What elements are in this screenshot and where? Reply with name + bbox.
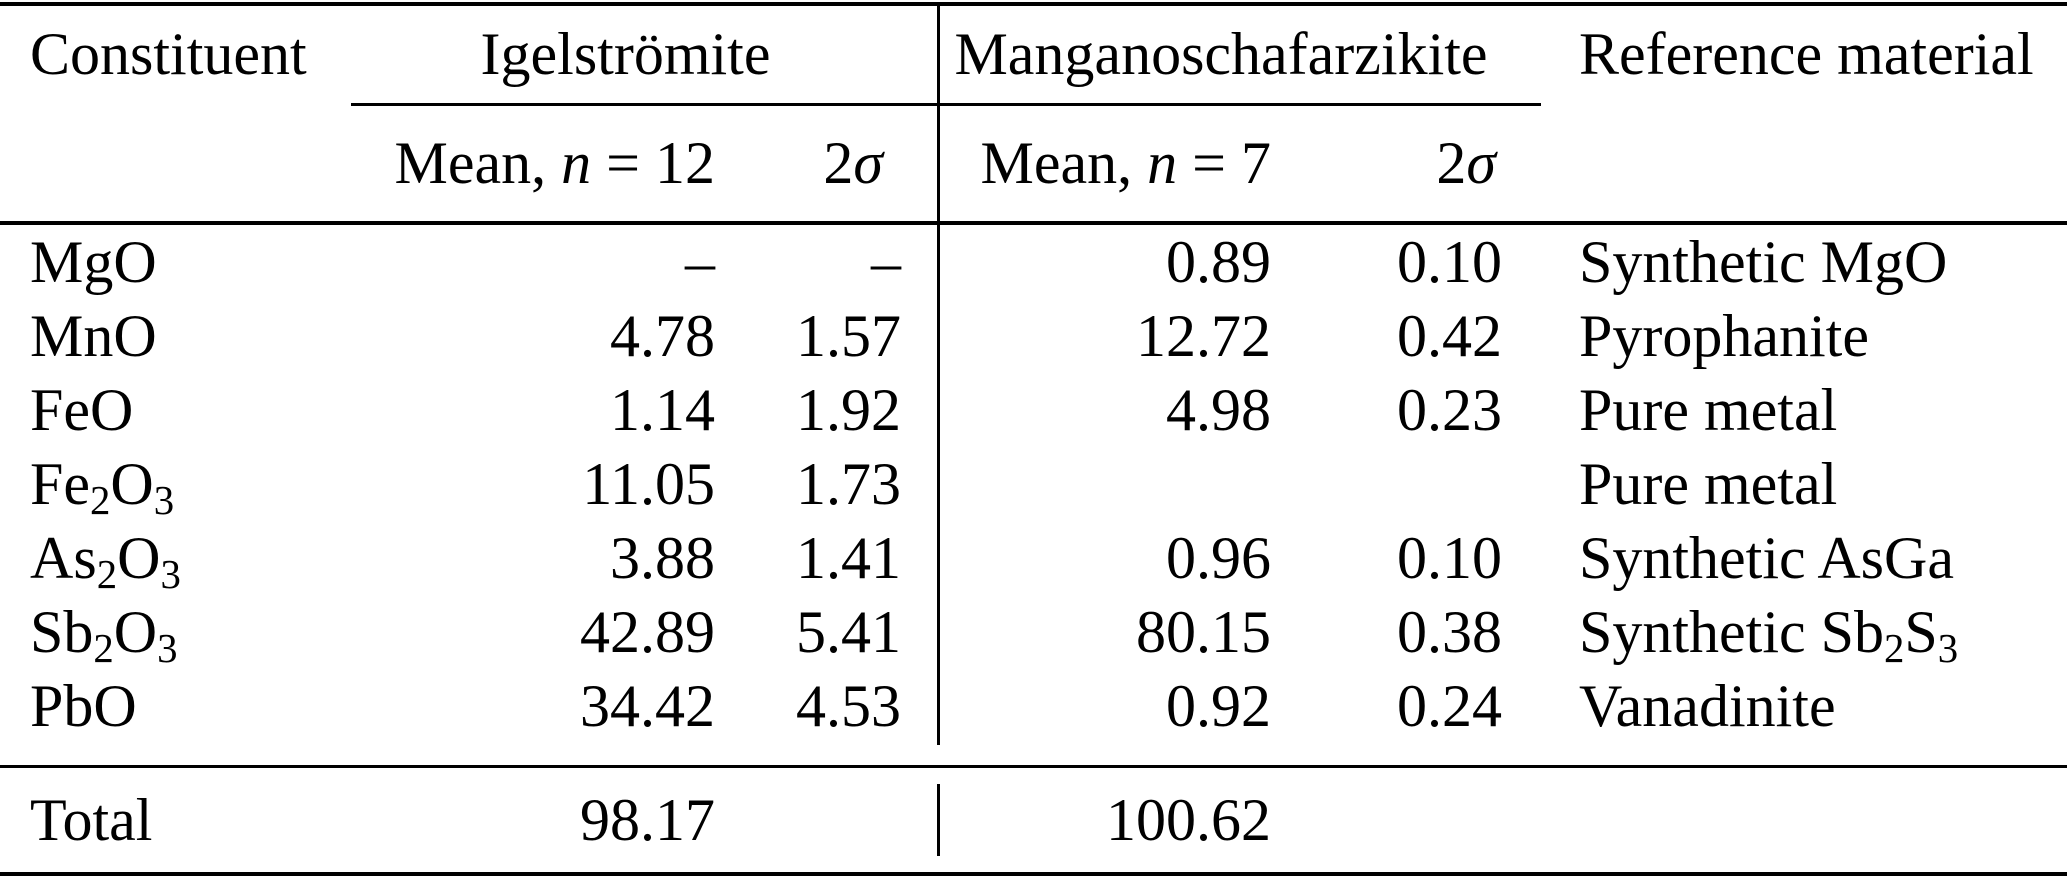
column-group-igelstromite: Igelströmite — [480, 21, 771, 87]
total-igelstromite-value: 98.17 — [580, 786, 715, 853]
table-body: MgO – – 0.89 0.10 Synthetic MgO MnO 4.78 1.57 12.… — [0, 225, 2067, 743]
subheader-igelstromite-2sigma: 2σ — [823, 130, 883, 196]
total-manganoschafarzikite-value: 100.62 — [1106, 786, 1271, 853]
cell-manganoschafarzikite-mean: 12.72 — [1136, 302, 1271, 369]
cell-constituent: As2O3 — [30, 524, 181, 597]
subheader-row: Mean, n = 12 2σ Mean, n = 7 2σ — [0, 106, 2067, 221]
cell-igelstromite-2sigma: 1.92 — [796, 376, 901, 443]
body-bottom-gap — [0, 743, 2067, 765]
cell-manganoschafarzikite-2sigma: 0.10 — [1397, 524, 1502, 591]
cell-manganoschafarzikite-mean: 80.15 — [1136, 598, 1271, 665]
table-row: MgO – – 0.89 0.10 Synthetic MgO — [0, 225, 2067, 299]
cell-igelstromite-2sigma: 1.41 — [796, 524, 901, 591]
table-row: As2O3 3.88 1.41 0.96 0.10 Synthetic AsGa — [0, 521, 2067, 595]
cell-igelstromite-mean: 4.78 — [610, 302, 715, 369]
column-divider-line — [937, 669, 940, 743]
subheader-igelstromite-mean: Mean, n = 12 — [394, 130, 715, 196]
table-row: PbO 34.42 4.53 0.92 0.24 Vanadinite — [0, 669, 2067, 743]
table-row: FeO 1.14 1.92 4.98 0.23 Pure metal — [0, 373, 2067, 447]
total-row: Total 98.17 100.62 — [0, 768, 2067, 872]
table-row: MnO 4.78 1.57 12.72 0.42 Pyrophanite — [0, 299, 2067, 373]
cell-manganoschafarzikite-2sigma: 0.42 — [1397, 302, 1502, 369]
column-divider-line — [937, 299, 940, 373]
table-row: Sb2O3 42.89 5.41 80.15 0.38 Synthetic Sb2S3 — [0, 595, 2067, 669]
cell-manganoschafarzikite-mean: 4.98 — [1166, 376, 1271, 443]
cell-igelstromite-mean: 34.42 — [580, 672, 715, 739]
top-rule — [0, 2, 2067, 6]
column-divider-line — [937, 225, 940, 299]
table-row: Fe2O3 11.05 1.73 Pure metal — [0, 447, 2067, 521]
group-span-rule — [351, 103, 1541, 106]
cell-constituent: Sb2O3 — [30, 598, 178, 671]
cell-igelstromite-2sigma: 1.57 — [796, 302, 901, 369]
column-divider-line — [937, 768, 940, 872]
cell-igelstromite-mean: 1.14 — [610, 376, 715, 443]
cell-reference-material: Pure metal — [1579, 376, 1838, 443]
subheader-manganoschafarzikite-mean: Mean, n = 7 — [980, 130, 1271, 196]
cell-igelstromite-mean: 11.05 — [582, 450, 715, 517]
column-header-constituent: Constituent — [30, 21, 307, 87]
column-divider-line — [937, 106, 940, 221]
cell-igelstromite-mean: – — [685, 228, 715, 295]
cell-igelstromite-2sigma: 4.53 — [796, 672, 901, 739]
cell-manganoschafarzikite-mean: 0.89 — [1166, 228, 1271, 295]
cell-manganoschafarzikite-mean: 0.96 — [1166, 524, 1271, 591]
subheader-manganoschafarzikite-2sigma: 2σ — [1436, 130, 1496, 196]
cell-igelstromite-mean: 42.89 — [580, 598, 715, 665]
cell-igelstromite-2sigma: – — [871, 228, 901, 295]
cell-constituent: FeO — [30, 376, 134, 443]
cell-igelstromite-2sigma: 5.41 — [796, 598, 901, 665]
cell-manganoschafarzikite-2sigma: 0.24 — [1397, 672, 1502, 739]
cell-igelstromite-mean: 3.88 — [610, 524, 715, 591]
cell-manganoschafarzikite-mean: 0.92 — [1166, 672, 1271, 739]
cell-reference-material: Synthetic MgO — [1579, 228, 1948, 295]
cell-manganoschafarzikite-2sigma: 0.38 — [1397, 598, 1502, 665]
bottom-rule — [0, 872, 2067, 876]
group-header-row: Constituent Igelströmite Manganoschafarz… — [0, 6, 2067, 103]
column-divider-line — [937, 447, 940, 521]
cell-igelstromite-2sigma: 1.73 — [796, 450, 901, 517]
column-divider-line — [937, 6, 940, 103]
column-header-reference-material: Reference material — [1579, 21, 2034, 87]
cell-manganoschafarzikite-2sigma: 0.10 — [1397, 228, 1502, 295]
cell-constituent: PbO — [30, 672, 137, 739]
cell-constituent: MgO — [30, 228, 157, 295]
cell-reference-material: Synthetic Sb2S3 — [1579, 598, 1959, 671]
cell-constituent: Fe2O3 — [30, 450, 175, 523]
total-label: Total — [30, 786, 153, 853]
column-divider-line — [937, 521, 940, 595]
header-body-rule — [0, 221, 2067, 225]
cell-reference-material: Vanadinite — [1579, 672, 1836, 739]
cell-manganoschafarzikite-2sigma: 0.23 — [1397, 376, 1502, 443]
cell-reference-material: Pyrophanite — [1579, 302, 1869, 369]
column-divider-line — [937, 373, 940, 447]
cell-reference-material: Synthetic AsGa — [1579, 524, 1954, 591]
column-divider-line — [937, 595, 940, 669]
cell-constituent: MnO — [30, 302, 157, 369]
column-divider-line — [937, 743, 940, 765]
column-group-manganoschafarzikite: Manganoschafarzikite — [954, 21, 1488, 87]
body-total-rule — [0, 765, 2067, 768]
cell-reference-material: Pure metal — [1579, 450, 1838, 517]
